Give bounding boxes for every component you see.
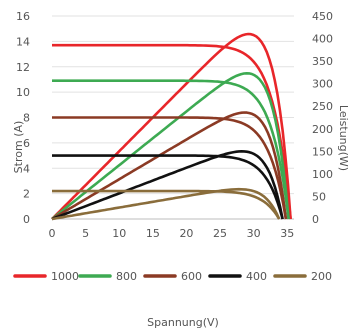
- y-right-tick-label: 250: [312, 100, 333, 113]
- legend-label-800: 800: [116, 270, 137, 283]
- y-right-tick-label: 100: [312, 168, 333, 181]
- y-left-tick-label: 12: [16, 61, 30, 74]
- iv-curve-1000: [52, 43, 292, 220]
- y-left-tick-label: 10: [16, 86, 30, 99]
- y-axis-left-label: Strom (A): [12, 121, 25, 174]
- x-tick-label: 15: [146, 227, 160, 240]
- iv-curve-400: [52, 154, 284, 220]
- pv-curve-1000: [51, 32, 292, 220]
- pv-curve-200: [51, 187, 281, 221]
- y-left-tick-label: 0: [23, 213, 30, 226]
- x-tick-label: 30: [247, 227, 261, 240]
- x-axis-ticks: 0 5 10 15 20 25 30 35: [49, 227, 295, 240]
- x-tick-label: 35: [280, 227, 294, 240]
- y-right-tick-label: 400: [312, 33, 333, 46]
- y-left-tick-label: 4: [23, 162, 30, 175]
- x-tick-label: 10: [112, 227, 126, 240]
- y-axis-right-label: Leistung(W): [337, 105, 350, 171]
- series-group: [51, 32, 292, 221]
- x-tick-label: 5: [82, 227, 89, 240]
- right-axis-ticks: 0 50 100 150 200 250 300 350 400 450: [312, 10, 333, 226]
- x-tick-label: 0: [49, 227, 56, 240]
- y-right-tick-label: 350: [312, 55, 333, 68]
- x-tick-label: 20: [179, 227, 193, 240]
- legend-label-200: 200: [311, 270, 332, 283]
- iv-curve-800: [52, 79, 290, 220]
- y-left-tick-label: 6: [23, 137, 30, 150]
- y-left-tick-label: 16: [16, 10, 30, 23]
- legend-label-1000: 1000: [51, 270, 79, 283]
- x-tick-label: 25: [213, 227, 227, 240]
- iv-curve-600: [52, 116, 288, 220]
- iv-curve-200: [52, 189, 281, 220]
- y-right-tick-label: 0: [312, 213, 319, 226]
- legend-label-400: 400: [246, 270, 267, 283]
- y-left-tick-label: 2: [23, 188, 30, 201]
- x-axis-label: Spannung(V): [147, 316, 219, 329]
- y-left-tick-label: 14: [16, 35, 30, 48]
- y-right-tick-label: 300: [312, 78, 333, 91]
- pv-curve-600: [51, 111, 288, 221]
- y-left-tick-label: 8: [23, 112, 30, 125]
- left-axis-ticks: 0 2 4 6 8 10 12 14 16: [16, 10, 30, 226]
- legend: 1000 800 600 400 200: [13, 270, 332, 283]
- y-right-tick-label: 150: [312, 145, 333, 158]
- y-right-tick-label: 200: [312, 123, 333, 136]
- pv-curve-800: [51, 72, 290, 221]
- y-right-tick-label: 450: [312, 10, 333, 23]
- legend-label-600: 600: [181, 270, 202, 283]
- y-right-tick-label: 50: [312, 190, 326, 203]
- pv-curve-400: [51, 150, 284, 221]
